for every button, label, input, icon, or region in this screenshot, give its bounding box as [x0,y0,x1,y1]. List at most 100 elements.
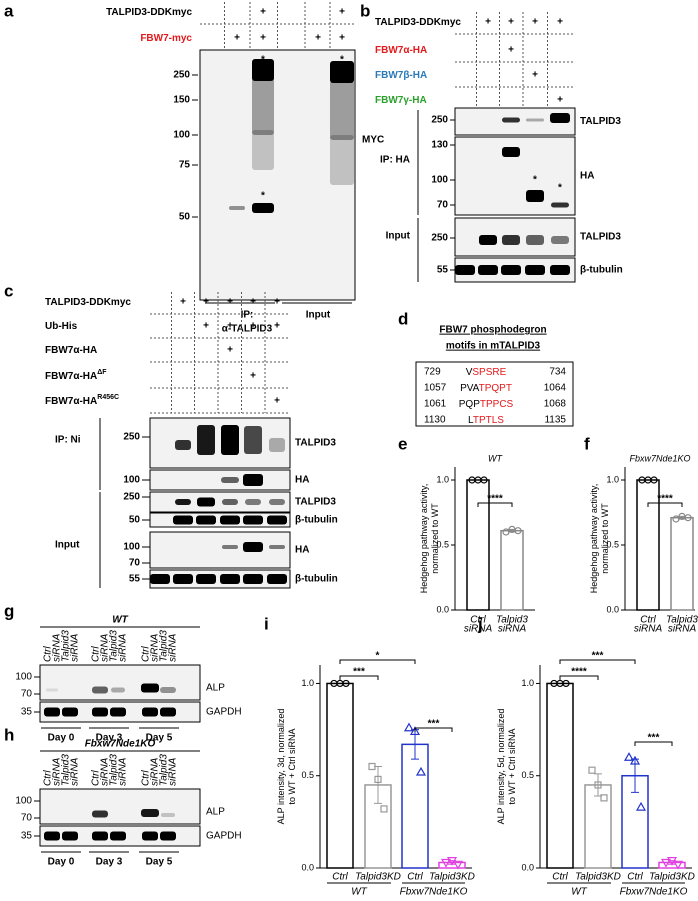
x-tick-label: Ctrl [640,615,656,626]
row-label: FBW7α-HA [45,345,97,356]
asterisk: * [533,175,537,186]
lane-label: siRNA [70,633,81,662]
band [160,687,176,693]
band [551,202,569,208]
significance-bracket [339,659,416,664]
motif-prefix: V [466,367,473,378]
band [150,574,170,584]
significance-bracket [559,675,599,680]
x-tick-label: Ctrl [470,615,486,626]
band [173,515,193,525]
size-marker: 250 [123,432,140,443]
sign: + [274,297,280,308]
x-tick-label: Talpid3KD [575,872,621,883]
significance-label: *** [648,733,660,744]
row-label-text: Ub-His [45,321,78,332]
size-marker: 75 [179,160,191,171]
band [92,686,108,694]
sign: + [274,396,280,407]
size-marker: 100 [173,130,190,141]
data-point [480,476,488,484]
data-point [600,794,608,802]
size-marker: 55 [129,574,141,585]
lane-label: Talpid3 [159,754,170,786]
x-tick-label: siRNA [464,624,493,635]
chart-title: Fbxw7Nde1KO [629,453,690,463]
data-point [623,752,635,761]
size-marker: 70 [21,813,33,824]
band [267,515,287,525]
lane-label: Talpid3 [61,754,72,786]
sign: + [557,95,563,106]
blot-label: HA [295,475,309,486]
band [525,265,545,275]
bar [546,682,574,869]
data-point [650,476,658,484]
sign: + [532,70,538,81]
band [526,118,544,122]
row-label: FBW7γ-HA [375,95,427,106]
group-label: IP: [241,310,254,321]
band [111,687,125,693]
motif-end: 734 [549,367,566,378]
group-label: IP: HA [380,155,410,166]
motif-prefix: PQP [459,399,480,410]
chart-title: WT [488,453,503,463]
band [269,499,285,505]
group-label: Input [55,540,80,551]
band [44,831,60,841]
band [110,831,126,841]
y-tick-label: 0.5 [606,539,619,549]
band [550,265,570,275]
band [269,545,285,549]
band [551,236,569,244]
motif-end: 1068 [544,399,567,410]
bar [636,479,660,611]
band [245,499,261,505]
y-tick-label: 0.0 [436,604,449,614]
size-marker: 100 [123,475,140,486]
lane-label: siRNA [52,633,63,662]
group-label: Fbxw7Nde1KO [400,887,468,898]
band [62,707,78,717]
blot-label: ALP [206,683,225,694]
panel-letter: i [264,614,269,633]
sign: + [508,17,514,28]
lane-label: Ctrl [141,646,152,662]
band [221,425,239,455]
blot-label: ALP [206,807,225,818]
sign: + [203,321,209,332]
band [243,542,263,552]
band [110,707,126,717]
band [220,515,240,525]
panel-letter: b [360,1,370,20]
sign: + [508,45,514,56]
day-label: Day 5 [146,733,173,744]
band [502,147,520,157]
significance-label: * [376,651,380,662]
band [92,707,108,717]
blot-label: GAPDH [206,707,242,718]
motif-start: 1057 [424,383,447,394]
y-axis-label-line: normalized to WT [430,503,440,574]
row-label-text: TALPID3-DDKmyc [106,7,192,18]
data-point [403,722,415,732]
band [196,515,216,525]
motif: VSPSRE [466,367,507,378]
band [501,265,521,275]
data-point [629,755,641,765]
sign: + [274,321,280,332]
blot-label: MYC [362,135,384,146]
motif-end: 1135 [544,415,566,426]
group-label: Fbxw7Nde1KO [620,887,688,898]
y-tick-label: 1.0 [436,474,449,484]
lane-label: Ctrl [43,646,54,662]
significance-bracket [647,502,683,507]
y-axis-label-line: Hedgehog pathway activity, [589,484,599,593]
size-marker: 70 [21,689,33,700]
blot [149,417,291,469]
band [142,707,158,717]
x-tick-label: siRNA [634,624,663,635]
lane-label: siRNA [118,757,129,786]
bar [466,479,490,611]
